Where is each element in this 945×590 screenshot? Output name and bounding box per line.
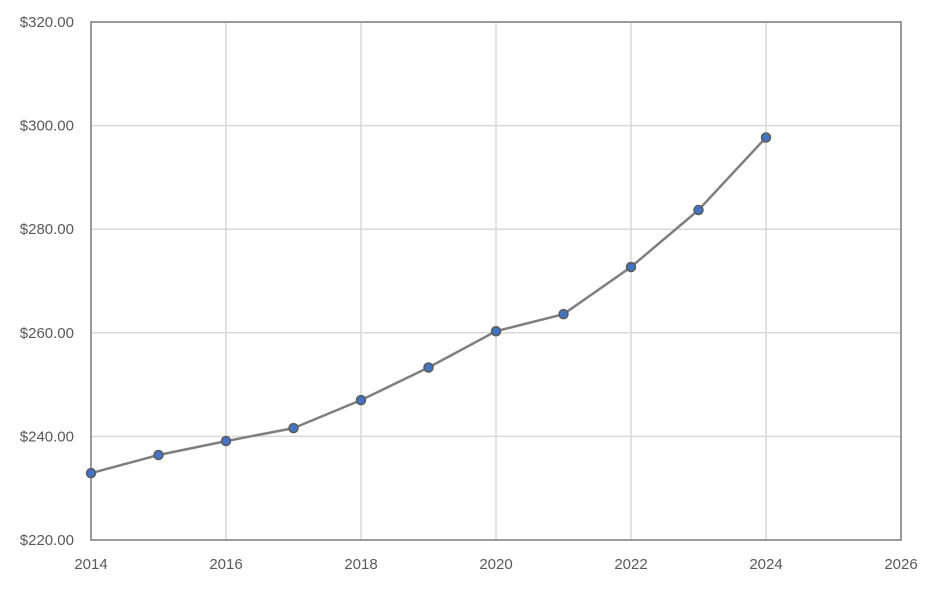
data-point	[693, 204, 704, 216]
y-tick-label: $240.00	[20, 428, 74, 445]
x-tick-label: 2020	[479, 556, 512, 573]
data-point	[85, 467, 97, 479]
data-point	[625, 261, 637, 273]
y-axis-tick-labels: $220.00 $240.00 $260.00 $280.00 $300.00 $320.…	[20, 14, 74, 549]
x-tick-label: 2018	[344, 556, 377, 573]
data-point	[760, 132, 772, 143]
data-point	[153, 449, 164, 461]
x-tick-label: 2016	[209, 556, 242, 573]
y-tick-label: $320.00	[20, 14, 74, 31]
data-point	[423, 362, 434, 373]
y-tick-label: $280.00	[20, 221, 74, 238]
data-point	[220, 435, 232, 447]
x-axis-tick-labels: 2014 2016 2018 2020 2022 2024 2026	[74, 556, 917, 573]
x-tick-label: 2014	[74, 556, 107, 573]
y-tick-label: $300.00	[20, 118, 74, 135]
data-point	[288, 422, 299, 434]
data-point	[558, 308, 569, 320]
y-tick-label: $220.00	[20, 532, 74, 549]
x-gridlines	[90, 22, 902, 540]
plot-area-border	[90, 21, 902, 541]
series-group	[85, 132, 772, 479]
series-line	[90, 136, 767, 475]
x-tick-label: 2024	[749, 556, 782, 573]
x-tick-label: 2026	[884, 556, 917, 573]
data-point	[490, 325, 502, 337]
x-tick-label: 2022	[614, 556, 647, 573]
data-point	[355, 394, 367, 406]
y-tick-label: $260.00	[20, 325, 74, 342]
